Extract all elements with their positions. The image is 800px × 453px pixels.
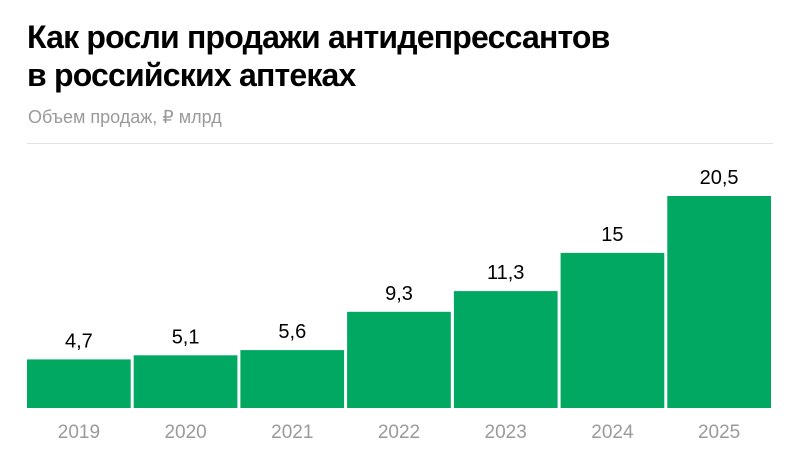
chart-title-line-2: в российских аптеках: [27, 57, 356, 93]
value-label-2024: 15: [601, 224, 623, 246]
bar-2019: [27, 359, 131, 408]
x-tick-label-2021: 2021: [271, 422, 313, 443]
x-tick-label-2023: 2023: [485, 422, 527, 443]
bar-2023: [453, 291, 558, 408]
chart-title-line-1: Как росли продажи антидепрессантов: [27, 19, 610, 55]
x-tick-label-2020: 2020: [164, 422, 206, 443]
value-label-2021: 5,6: [278, 321, 306, 343]
bars-group: [27, 196, 771, 408]
value-label-2025: 20,5: [700, 167, 739, 189]
chart-subtitle: Объем продаж, ₽ млрд: [28, 107, 222, 127]
value-label-2019: 4,7: [65, 330, 93, 352]
bar-2021: [240, 350, 345, 408]
bar-2022: [347, 311, 451, 408]
value-label-2022: 9,3: [385, 283, 413, 305]
value-labels-group: 4,7 5,1 5,6 9,3 11,3 15 20,5: [65, 167, 739, 352]
header-divider: [27, 143, 773, 144]
x-tick-label-2022: 2022: [378, 422, 420, 443]
x-tick-label-2019: 2019: [58, 422, 100, 443]
chart-title: Как росли продажи антидепрессантов в рос…: [27, 18, 767, 94]
value-label-2023: 11,3: [487, 262, 524, 284]
bar-2020: [133, 355, 238, 408]
bar-2025: [667, 196, 771, 408]
x-tick-label-2025: 2025: [698, 422, 740, 443]
bar-2024: [560, 252, 665, 408]
x-tick-label-2024: 2024: [591, 422, 634, 443]
x-tick-labels-group: 2019 2020 2021 2022 2023 2024 2025: [58, 422, 740, 443]
value-label-2020: 5,1: [172, 326, 200, 348]
